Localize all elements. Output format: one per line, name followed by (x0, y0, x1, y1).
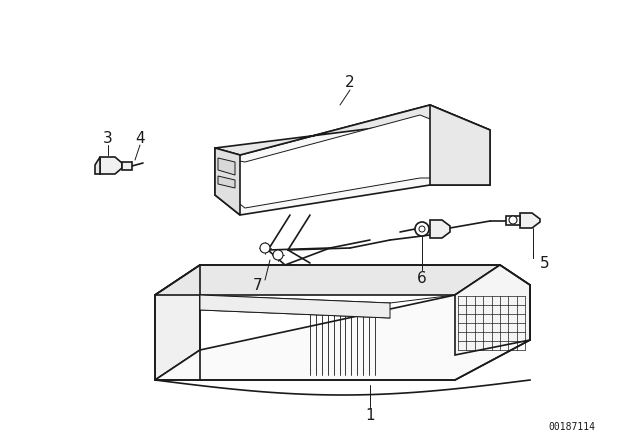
Polygon shape (430, 220, 450, 238)
Text: 00187114: 00187114 (548, 422, 595, 432)
Polygon shape (155, 265, 500, 295)
Polygon shape (215, 105, 490, 155)
Polygon shape (215, 105, 490, 215)
Polygon shape (218, 176, 235, 188)
Polygon shape (122, 162, 132, 170)
Polygon shape (155, 265, 530, 380)
Polygon shape (455, 265, 530, 355)
Polygon shape (155, 265, 200, 380)
Polygon shape (95, 157, 100, 174)
Polygon shape (215, 148, 240, 215)
Circle shape (509, 216, 517, 224)
Polygon shape (200, 295, 390, 318)
Polygon shape (506, 216, 520, 225)
Text: 4: 4 (135, 130, 145, 146)
Polygon shape (218, 158, 235, 175)
Text: 3: 3 (103, 130, 113, 146)
Circle shape (273, 250, 283, 260)
Text: 6: 6 (417, 271, 427, 285)
Polygon shape (222, 115, 478, 208)
Text: 2: 2 (345, 74, 355, 90)
Circle shape (260, 243, 270, 253)
Text: 7: 7 (253, 277, 263, 293)
Circle shape (415, 222, 429, 236)
Text: 5: 5 (540, 255, 550, 271)
Circle shape (419, 226, 425, 232)
Polygon shape (520, 213, 540, 228)
Text: 1: 1 (365, 408, 375, 422)
Polygon shape (430, 105, 490, 185)
Polygon shape (100, 157, 122, 174)
